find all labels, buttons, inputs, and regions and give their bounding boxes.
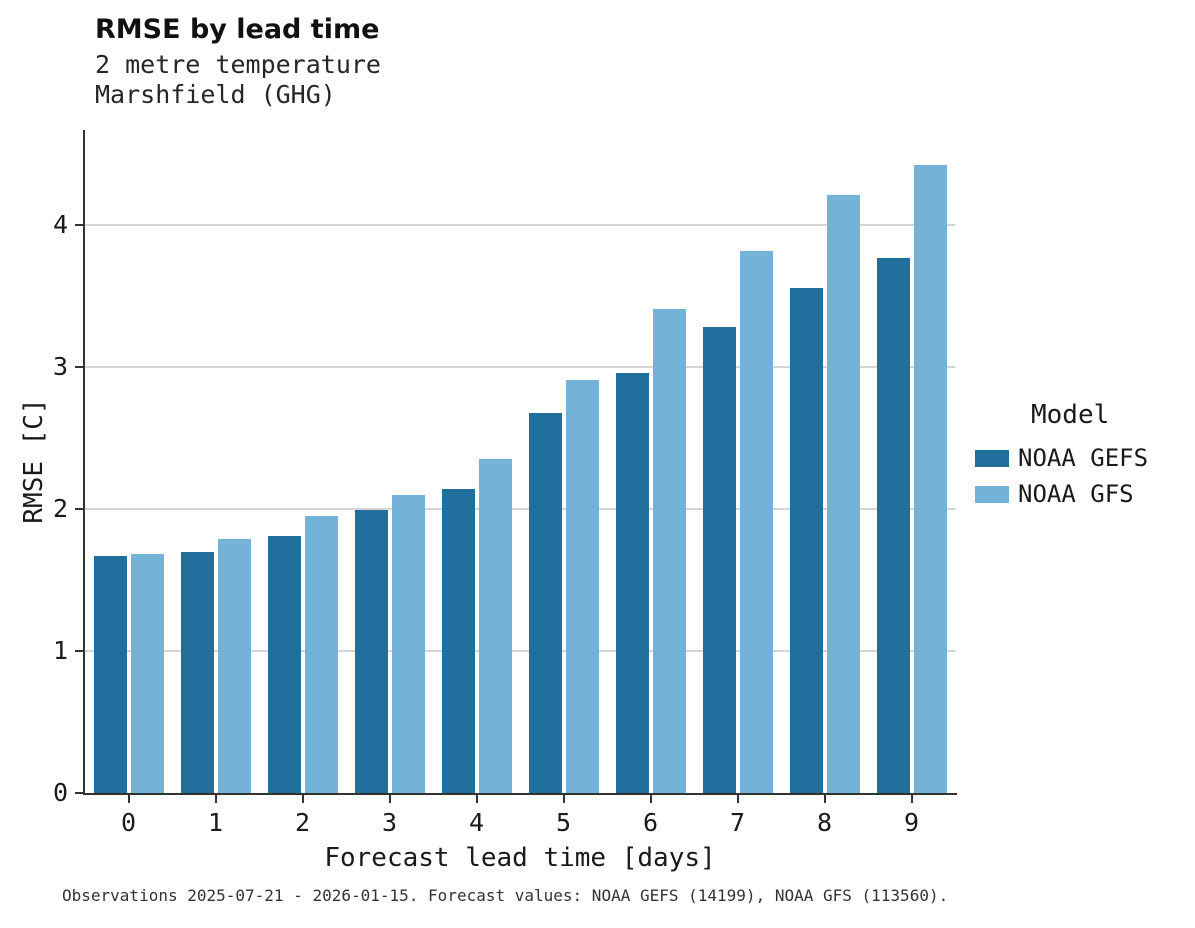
bar-noaa-gefs-lead-7 bbox=[702, 327, 736, 793]
legend-label-noaa-gfs: NOAA GFS bbox=[1018, 480, 1134, 508]
caption: Observations 2025-07-21 - 2026-01-15. Fo… bbox=[62, 886, 949, 905]
x-tick-label: 8 bbox=[816, 808, 833, 837]
y-tick-label: 0 bbox=[52, 778, 68, 807]
y-tick-label: 2 bbox=[52, 494, 68, 524]
x-tick-label: 2 bbox=[294, 808, 311, 837]
bar-noaa-gfs-lead-2 bbox=[304, 516, 338, 793]
bar-noaa-gfs-lead-8 bbox=[826, 195, 860, 793]
x-tick-mark bbox=[301, 795, 304, 803]
x-axis-line bbox=[83, 793, 957, 795]
x-tick-mark bbox=[214, 795, 217, 803]
bar-noaa-gfs-lead-4 bbox=[478, 459, 512, 793]
bar-noaa-gefs-lead-9 bbox=[876, 257, 910, 793]
x-tick-label: 7 bbox=[729, 808, 746, 837]
y-tick-mark bbox=[75, 792, 83, 794]
legend-swatch-noaa-gefs bbox=[975, 449, 1009, 467]
bar-noaa-gfs-lead-0 bbox=[130, 554, 164, 793]
x-tick-label: 3 bbox=[381, 808, 398, 837]
legend-item-noaa-gefs: NOAA GEFS bbox=[975, 440, 1193, 476]
x-tick-label: 1 bbox=[207, 808, 224, 837]
legend-label-noaa-gefs: NOAA GEFS bbox=[1018, 444, 1149, 472]
bar-noaa-gfs-lead-5 bbox=[565, 379, 599, 793]
legend-title: Model bbox=[1031, 400, 1110, 430]
x-tick-mark bbox=[649, 795, 652, 803]
bar-noaa-gfs-lead-3 bbox=[391, 494, 425, 793]
x-tick-mark bbox=[736, 795, 739, 803]
x-tick-mark bbox=[475, 795, 478, 803]
y-tick-mark bbox=[75, 224, 83, 227]
bar-noaa-gefs-lead-0 bbox=[93, 555, 127, 793]
y-tick-mark bbox=[75, 366, 83, 369]
y-axis-line bbox=[83, 130, 85, 795]
bar-noaa-gefs-lead-5 bbox=[528, 412, 562, 793]
bar-noaa-gefs-lead-4 bbox=[441, 489, 475, 793]
bar-noaa-gfs-lead-9 bbox=[913, 165, 947, 793]
bar-noaa-gefs-lead-3 bbox=[354, 510, 388, 793]
y-axis-label: RMSE [C] bbox=[19, 398, 49, 524]
x-axis-label: Forecast lead time [days] bbox=[324, 843, 716, 873]
x-tick-label: 9 bbox=[903, 808, 920, 837]
bar-noaa-gefs-lead-6 bbox=[615, 372, 649, 793]
gridline bbox=[85, 650, 955, 653]
y-tick-label: 3 bbox=[52, 352, 68, 382]
gridline bbox=[85, 224, 955, 227]
chart-title: RMSE by lead time bbox=[95, 14, 380, 45]
gridline bbox=[85, 366, 955, 369]
y-tick-label: 1 bbox=[52, 636, 68, 666]
y-tick-mark bbox=[75, 650, 83, 653]
legend-swatch-noaa-gfs bbox=[975, 485, 1009, 503]
x-tick-label: 4 bbox=[468, 808, 485, 837]
x-tick-mark bbox=[127, 795, 130, 803]
x-tick-label: 0 bbox=[120, 808, 137, 837]
bar-noaa-gefs-lead-1 bbox=[180, 551, 214, 793]
x-tick-mark bbox=[910, 795, 913, 803]
y-tick-mark bbox=[75, 508, 83, 511]
bar-noaa-gefs-lead-8 bbox=[789, 287, 823, 793]
y-tick-label: 4 bbox=[52, 210, 68, 240]
x-tick-mark bbox=[388, 795, 391, 803]
x-tick-label: 5 bbox=[555, 808, 572, 837]
x-tick-label: 6 bbox=[642, 808, 659, 837]
bar-noaa-gfs-lead-1 bbox=[217, 538, 251, 793]
chart-subtitle-line2: Marshfield (GHG) bbox=[95, 80, 336, 109]
gridline bbox=[85, 508, 955, 511]
x-tick-mark bbox=[823, 795, 826, 803]
plot-area: 0 1 2 3 4 0 1 2 3 4 5 6 7 8 9 bbox=[53, 130, 957, 837]
legend: Model NOAA GEFS NOAA GFS bbox=[975, 400, 1193, 512]
bar-noaa-gfs-lead-7 bbox=[739, 250, 773, 793]
chart-subtitle-line1: 2 metre temperature bbox=[95, 50, 381, 79]
legend-item-noaa-gfs: NOAA GFS bbox=[975, 476, 1193, 512]
x-tick-mark bbox=[562, 795, 565, 803]
bar-noaa-gfs-lead-6 bbox=[652, 308, 686, 793]
bar-noaa-gefs-lead-2 bbox=[267, 536, 301, 793]
